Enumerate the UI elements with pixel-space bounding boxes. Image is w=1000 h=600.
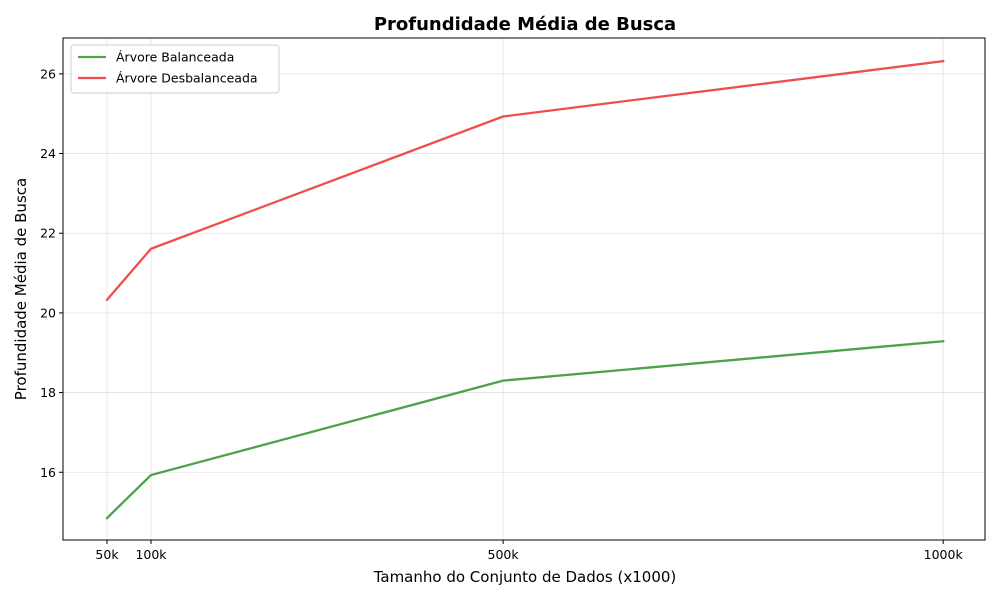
series-line-1 bbox=[105, 339, 945, 520]
x-axis-label: Tamanho do Conjunto de Dados (x1000) bbox=[373, 568, 677, 586]
y-axis-label: Profundidade Média de Busca bbox=[12, 178, 30, 400]
legend-box bbox=[70, 44, 280, 94]
legend-label: Árvore Desbalanceada bbox=[116, 71, 258, 86]
series-layer bbox=[105, 59, 945, 520]
x-tick-label: 500k bbox=[488, 547, 520, 562]
y-tick-label: 16 bbox=[40, 465, 56, 480]
legend-label: Árvore Balanceada bbox=[116, 50, 234, 65]
ticks-layer: 50k 100k 500k 1000k 16 18 20 22 24 26 bbox=[40, 66, 963, 562]
x-tick-label: 1000k bbox=[924, 547, 964, 562]
x-tick-label: 50k bbox=[95, 547, 119, 562]
plot-frame bbox=[62, 37, 986, 541]
y-tick-label: 22 bbox=[40, 226, 56, 241]
y-tick-label: 18 bbox=[40, 385, 56, 400]
grid-layer bbox=[63, 38, 985, 540]
y-tick-label: 26 bbox=[40, 66, 56, 81]
y-tick-label: 24 bbox=[40, 146, 56, 161]
series-line-2 bbox=[105, 59, 945, 302]
legend: Árvore Balanceada Árvore Desbalanceada bbox=[70, 44, 280, 94]
y-tick-label: 20 bbox=[40, 305, 56, 320]
chart-title: Profundidade Média de Busca bbox=[374, 14, 676, 35]
x-tick-label: 100k bbox=[135, 547, 167, 562]
